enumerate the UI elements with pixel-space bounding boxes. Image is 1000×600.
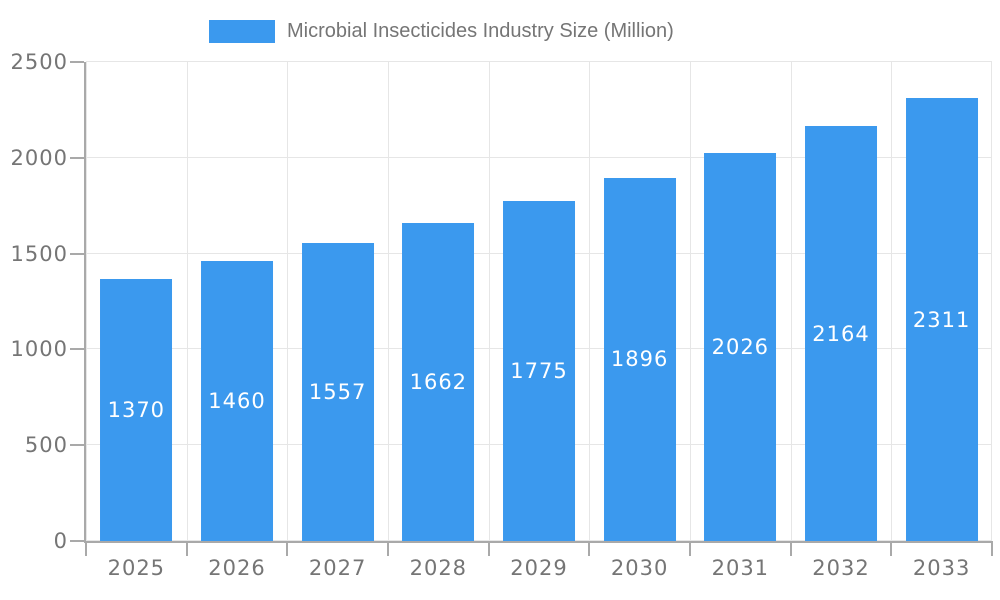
bar-value-label: 1460: [208, 389, 266, 414]
bar-value-label: 1557: [308, 379, 367, 404]
y-axis-label: 0: [53, 529, 68, 553]
gridline-vertical: [891, 62, 893, 541]
x-axis-tick: [85, 541, 87, 556]
x-axis-label: 2029: [510, 556, 568, 580]
legend-item[interactable]: Microbial Insecticides Industry Size (Mi…: [209, 20, 674, 43]
y-axis-label: 1500: [10, 241, 68, 266]
y-axis-tick: [70, 61, 84, 63]
x-axis-tick: [386, 541, 389, 556]
gridline-vertical: [387, 62, 389, 541]
gridline-vertical: [689, 62, 691, 541]
x-axis-label: 2032: [812, 556, 870, 580]
bar[interactable]: 1370: [100, 278, 173, 541]
x-axis-label: 2025: [107, 556, 166, 580]
gridline-vertical: [86, 62, 87, 541]
bar[interactable]: 1557: [301, 242, 374, 541]
gridline-vertical: [589, 62, 591, 541]
x-axis-tick: [185, 541, 188, 556]
x-axis-tick: [789, 541, 792, 556]
y-axis-tick: [70, 252, 84, 255]
gridline-vertical: [991, 62, 992, 541]
y-axis-tick: [70, 348, 84, 351]
legend-label: Microbial Insecticides Industry Size (Mi…: [287, 20, 674, 42]
gridline-vertical: [186, 62, 188, 541]
bar-value-label: 1370: [107, 397, 166, 422]
x-axis-label: 2033: [912, 556, 971, 580]
x-axis-tick: [588, 541, 591, 556]
x-axis-label: 2030: [610, 556, 669, 580]
y-axis-tick: [70, 540, 84, 542]
y-axis-tick: [70, 156, 84, 159]
x-axis-tick: [286, 541, 289, 556]
gridline-vertical: [790, 62, 792, 541]
gridline-vertical: [287, 62, 289, 541]
bar[interactable]: 1775: [503, 200, 575, 541]
x-axis-tick: [688, 541, 691, 556]
bar-value-label: 2164: [812, 321, 870, 346]
y-axis-label: 1000: [10, 337, 68, 362]
bar-value-label: 2026: [711, 334, 770, 359]
x-axis-label: 2028: [409, 556, 468, 580]
legend: Microbial Insecticides Industry Size (Mi…: [209, 20, 674, 43]
bar-value-label: 2311: [912, 307, 971, 332]
bar-value-label: 1775: [510, 358, 568, 383]
bar[interactable]: 2164: [805, 126, 877, 541]
bar[interactable]: 1460: [201, 261, 273, 541]
x-axis-label: 2027: [308, 556, 367, 580]
y-axis-label: 2000: [10, 145, 68, 170]
bar[interactable]: 1896: [603, 177, 676, 541]
x-axis: 2025 2026 2027 2028 2029 2030 2031 2032 2033: [86, 556, 992, 586]
bar-value-label: 1662: [409, 369, 468, 394]
x-axis-tick: [991, 541, 993, 556]
x-axis-label: 2026: [208, 556, 266, 580]
y-axis-label: 500: [24, 433, 68, 458]
bar[interactable]: 1662: [402, 222, 475, 541]
gridline-horizontal: [86, 156, 992, 158]
x-axis-tick: [487, 541, 490, 556]
bar[interactable]: 2026: [704, 152, 777, 541]
gridline-vertical: [488, 62, 490, 541]
x-axis-label: 2031: [711, 556, 770, 580]
legend-swatch: [209, 20, 275, 43]
plot-area: 1370 1460 1557 1662 1775 1896 2026 2164 2311: [70, 61, 993, 556]
bar[interactable]: 2311: [905, 98, 978, 541]
x-axis-tick: [890, 541, 893, 556]
y-axis-tick: [70, 444, 84, 447]
y-axis: 0 500 1000 1500 2000 2500: [0, 50, 68, 553]
y-axis-label: 2500: [10, 50, 68, 74]
gridline-horizontal: [86, 61, 992, 62]
bar-value-label: 1896: [610, 347, 669, 372]
